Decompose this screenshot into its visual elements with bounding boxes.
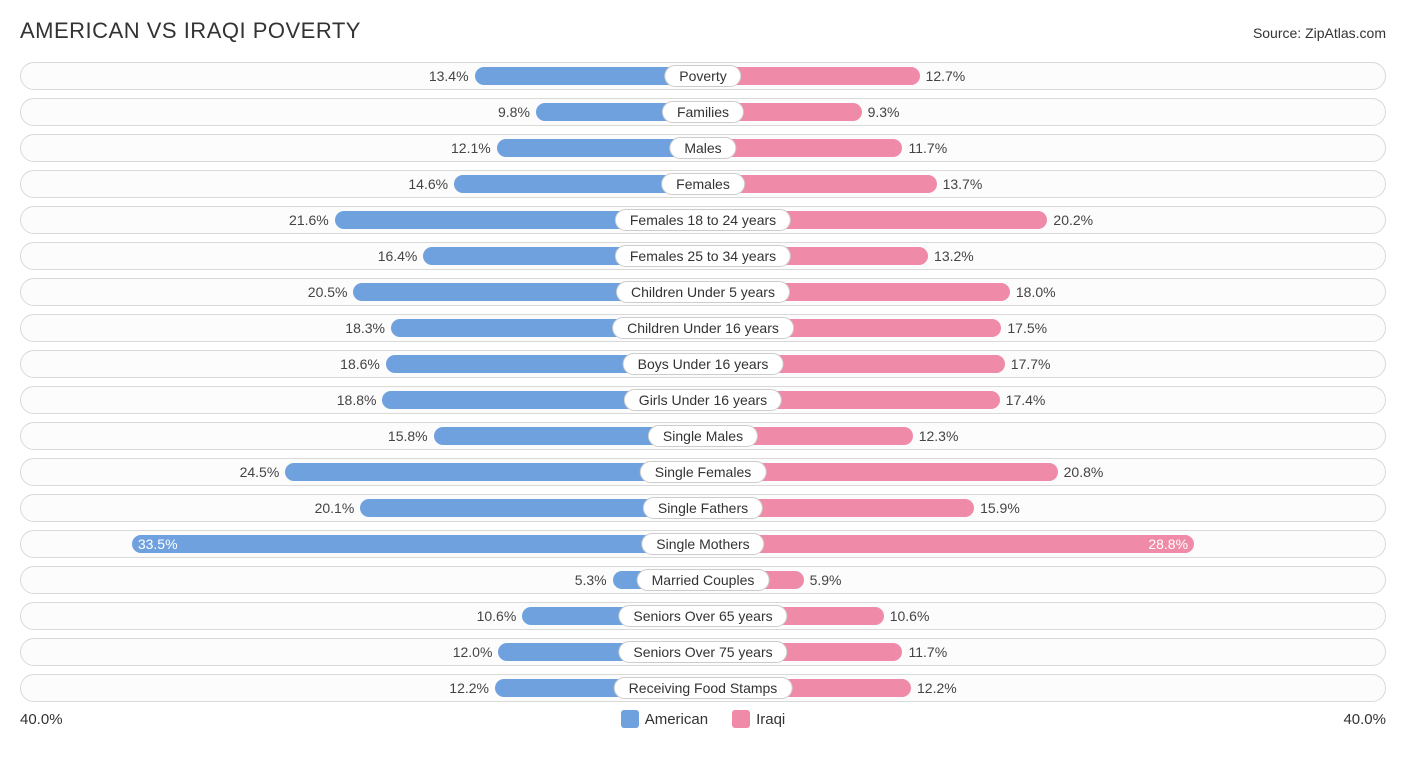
category-label: Females 25 to 34 years	[615, 245, 791, 267]
value-iraqi: 9.3%	[862, 104, 900, 120]
chart-row: 15.8% 12.3% Single Males	[20, 422, 1386, 450]
chart-row: 18.6% 17.7% Boys Under 16 years	[20, 350, 1386, 378]
category-label: Males	[669, 137, 736, 159]
value-american: 16.4%	[378, 248, 424, 264]
value-iraqi: 17.7%	[1005, 356, 1051, 372]
value-american: 18.8%	[337, 392, 383, 408]
value-iraqi: 20.8%	[1058, 464, 1104, 480]
value-iraqi: 13.2%	[928, 248, 974, 264]
diverging-bar-chart: 13.4% 12.7% Poverty 9.8% 9.3% Families 12.1% 11…	[20, 62, 1386, 702]
value-american: 10.6%	[477, 608, 523, 624]
legend-label-iraqi: Iraqi	[756, 711, 785, 728]
chart-row: 12.2% 12.2% Receiving Food Stamps	[20, 674, 1386, 702]
chart-row: 16.4% 13.2% Females 25 to 34 years	[20, 242, 1386, 270]
category-label: Receiving Food Stamps	[614, 677, 793, 699]
value-american: 20.5%	[308, 284, 354, 300]
axis-max-right: 40.0%	[1343, 711, 1386, 728]
category-label: Single Females	[640, 461, 767, 483]
value-american: 13.4%	[429, 68, 475, 84]
value-american: 21.6%	[289, 212, 335, 228]
legend-swatch-iraqi	[732, 710, 750, 728]
value-american: 33.5%	[138, 536, 178, 552]
value-iraqi: 12.7%	[920, 68, 966, 84]
chart-row: 9.8% 9.3% Families	[20, 98, 1386, 126]
chart-row: 24.5% 20.8% Single Females	[20, 458, 1386, 486]
value-iraqi: 13.7%	[937, 176, 983, 192]
value-american: 12.1%	[451, 140, 497, 156]
category-label: Females 18 to 24 years	[615, 209, 791, 231]
value-iraqi: 5.9%	[804, 572, 842, 588]
value-iraqi: 17.5%	[1001, 320, 1047, 336]
chart-title: AMERICAN VS IRAQI POVERTY	[20, 18, 361, 44]
value-iraqi: 12.3%	[913, 428, 959, 444]
chart-row: 33.5% 28.8% Single Mothers	[20, 530, 1386, 558]
value-american: 18.3%	[345, 320, 391, 336]
value-iraqi: 17.4%	[1000, 392, 1046, 408]
chart-row: 18.3% 17.5% Children Under 16 years	[20, 314, 1386, 342]
chart-row: 18.8% 17.4% Girls Under 16 years	[20, 386, 1386, 414]
category-label: Girls Under 16 years	[624, 389, 782, 411]
value-iraqi: 10.6%	[884, 608, 930, 624]
value-iraqi: 11.7%	[902, 140, 947, 156]
chart-row: 12.1% 11.7% Males	[20, 134, 1386, 162]
category-label: Seniors Over 75 years	[618, 641, 787, 663]
chart-row: 10.6% 10.6% Seniors Over 65 years	[20, 602, 1386, 630]
chart-row: 12.0% 11.7% Seniors Over 75 years	[20, 638, 1386, 666]
chart-row: 14.6% 13.7% Females	[20, 170, 1386, 198]
legend-swatch-american	[621, 710, 639, 728]
value-american: 20.1%	[315, 500, 361, 516]
value-iraqi: 20.2%	[1047, 212, 1093, 228]
value-american: 24.5%	[240, 464, 286, 480]
value-american: 14.6%	[408, 176, 454, 192]
value-american: 9.8%	[498, 104, 536, 120]
value-iraqi: 11.7%	[902, 644, 947, 660]
legend-item-american: American	[621, 710, 708, 728]
legend-item-iraqi: Iraqi	[732, 710, 785, 728]
legend-label-american: American	[645, 711, 708, 728]
value-iraqi: 28.8%	[1148, 536, 1188, 552]
value-american: 5.3%	[575, 572, 613, 588]
category-label: Families	[662, 101, 744, 123]
category-label: Poverty	[664, 65, 741, 87]
value-american: 12.2%	[449, 680, 495, 696]
bar-iraqi: 28.8%	[703, 535, 1194, 553]
value-iraqi: 12.2%	[911, 680, 957, 696]
chart-row: 5.3% 5.9% Married Couples	[20, 566, 1386, 594]
value-iraqi: 18.0%	[1010, 284, 1056, 300]
chart-row: 21.6% 20.2% Females 18 to 24 years	[20, 206, 1386, 234]
category-label: Married Couples	[637, 569, 770, 591]
category-label: Children Under 16 years	[612, 317, 794, 339]
chart-row: 20.1% 15.9% Single Fathers	[20, 494, 1386, 522]
value-american: 18.6%	[340, 356, 386, 372]
legend: American Iraqi	[63, 710, 1344, 728]
value-american: 15.8%	[388, 428, 434, 444]
chart-header: AMERICAN VS IRAQI POVERTY Source: ZipAtl…	[20, 18, 1386, 44]
chart-footer: 40.0% American Iraqi 40.0%	[20, 710, 1386, 728]
value-iraqi: 15.9%	[974, 500, 1020, 516]
value-american: 12.0%	[453, 644, 499, 660]
category-label: Females	[661, 173, 745, 195]
category-label: Single Fathers	[643, 497, 763, 519]
chart-source: Source: ZipAtlas.com	[1253, 25, 1386, 41]
chart-row: 13.4% 12.7% Poverty	[20, 62, 1386, 90]
category-label: Children Under 5 years	[616, 281, 790, 303]
category-label: Single Males	[648, 425, 758, 447]
bar-american: 33.5%	[132, 535, 703, 553]
chart-row: 20.5% 18.0% Children Under 5 years	[20, 278, 1386, 306]
category-label: Single Mothers	[641, 533, 764, 555]
category-label: Boys Under 16 years	[623, 353, 784, 375]
category-label: Seniors Over 65 years	[618, 605, 787, 627]
axis-max-left: 40.0%	[20, 711, 63, 728]
